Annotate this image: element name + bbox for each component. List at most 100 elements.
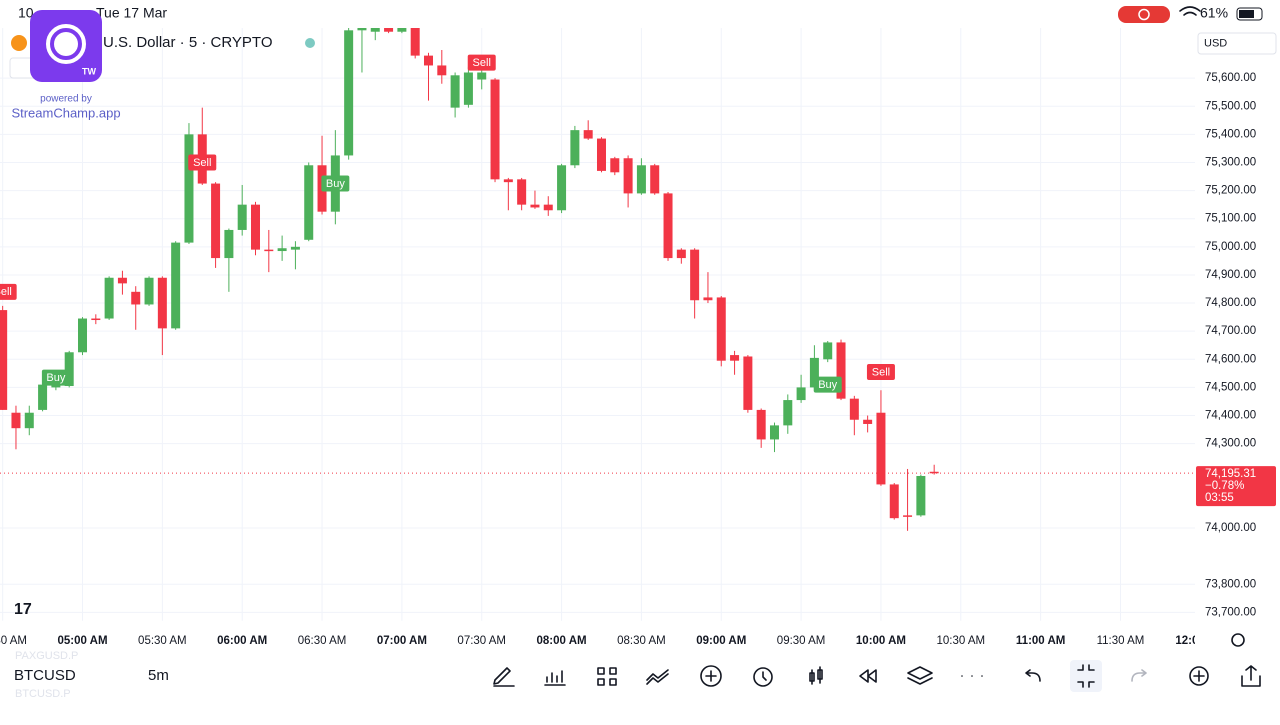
settings-icon[interactable] (1231, 633, 1245, 647)
candle-body (264, 249, 274, 252)
candle-body (397, 28, 407, 32)
candle-body (423, 55, 433, 66)
brand: StreamChamp.app (11, 105, 120, 120)
candle-body (769, 425, 779, 440)
countdown: 03:55 (1205, 492, 1234, 504)
y-tick-label: 74,500.00 (1205, 381, 1256, 393)
logo-badge: TW (82, 66, 96, 76)
y-tick-label: 75,000.00 (1205, 241, 1256, 253)
candle-body (690, 249, 700, 301)
fullscreen[interactable] (1077, 664, 1095, 688)
logo-ring (46, 24, 86, 64)
fullscreen-bg (1070, 660, 1102, 692)
signal-label: Sell (872, 366, 890, 378)
tv-logo: 17 (14, 601, 32, 618)
signal-buy (41, 369, 70, 386)
candle-body (503, 179, 513, 183)
candle-body (530, 204, 540, 208)
signal-buy (813, 376, 842, 393)
object-tree[interactable] (1189, 666, 1209, 686)
alert[interactable] (753, 667, 773, 687)
last-price: 74,195.31 (1205, 468, 1256, 480)
signal-label: Sell (0, 286, 12, 298)
signal-sell (0, 283, 17, 300)
candle-body (929, 471, 939, 474)
redo[interactable] (1131, 669, 1147, 682)
candle-body (636, 165, 646, 194)
compare[interactable] (646, 669, 669, 685)
status-date: Tue 17 Mar (96, 5, 167, 21)
status-time: 10 (18, 5, 34, 21)
signal-buy (321, 175, 350, 192)
x-tick-label: 11:30 AM (1097, 635, 1145, 647)
candle-body (38, 384, 48, 410)
candle-body (370, 28, 380, 32)
signal-label: Buy (326, 178, 345, 190)
record-icon (1138, 8, 1150, 21)
record-indicator (1118, 6, 1170, 23)
candle-body (0, 310, 8, 410)
x-tick-label: 04:30 AM (0, 635, 27, 647)
indicators[interactable] (544, 670, 566, 686)
candle-body (903, 515, 913, 517)
candle-body (91, 318, 101, 321)
draw-tool[interactable] (493, 667, 515, 687)
x-tick-label: 09:30 AM (777, 635, 826, 647)
candle-body (117, 277, 127, 284)
layouts[interactable] (597, 667, 617, 686)
candle-body (384, 28, 394, 32)
price-change: −0.78% (1205, 480, 1244, 492)
y-tick-label: 74,300.00 (1205, 438, 1256, 450)
replay[interactable] (859, 669, 877, 683)
y-tick-label: 74,400.00 (1205, 410, 1256, 422)
candle-body (543, 204, 553, 211)
candle-body (11, 412, 21, 429)
logo-dot (54, 32, 78, 56)
object-plus (1193, 670, 1205, 682)
candle-body (64, 352, 74, 387)
candle-body (277, 248, 287, 252)
y-tick-label: 74,700.00 (1205, 325, 1256, 337)
undo[interactable] (1025, 669, 1041, 682)
last-price-box (1196, 466, 1276, 507)
candle-body (171, 242, 181, 329)
layers[interactable] (907, 666, 933, 685)
candle-body (131, 291, 141, 305)
candle-body (490, 79, 500, 180)
x-tick-label: 08:00 AM (537, 635, 587, 647)
alert-hand (762, 671, 767, 681)
interval[interactable]: 5m (148, 667, 169, 684)
add-plus (705, 670, 717, 682)
candle-body (796, 387, 806, 401)
share[interactable] (1241, 665, 1261, 687)
candle-body (211, 183, 221, 259)
candle-body (756, 409, 766, 440)
candle-body (24, 412, 34, 429)
candle-body (823, 342, 833, 360)
candle-body (583, 130, 593, 139)
symbol-title: U.S. Dollar · 5 · CRYPTO (103, 34, 272, 51)
x-tick-label: 06:30 AM (298, 635, 347, 647)
y-tick-label: 75,500.00 (1205, 100, 1256, 112)
candle-body (889, 484, 899, 519)
battery-icon (1236, 7, 1263, 21)
chart-type[interactable] (809, 666, 823, 685)
candles: Sell Buy Sell Buy Sell Buy Sell (0, 28, 1195, 531)
coin-icon (11, 35, 27, 51)
grid (0, 28, 1195, 621)
add[interactable] (700, 665, 722, 687)
candle-body (676, 249, 686, 259)
currency-select[interactable] (1197, 32, 1277, 55)
toolbar-icons (493, 660, 1261, 692)
signal-sell (866, 363, 895, 380)
x-tick-label: 07:00 AM (377, 635, 427, 647)
x-tick-label: 12:00 PM (1175, 635, 1225, 647)
x-tick-label: 05:00 AM (57, 635, 107, 647)
candle-body (623, 158, 633, 194)
symbol[interactable]: BTCUSD (14, 667, 76, 684)
candle-body (703, 297, 713, 301)
y-tick-label: 75,400.00 (1205, 128, 1256, 140)
candle-body (730, 355, 740, 361)
candle-body (144, 277, 154, 305)
